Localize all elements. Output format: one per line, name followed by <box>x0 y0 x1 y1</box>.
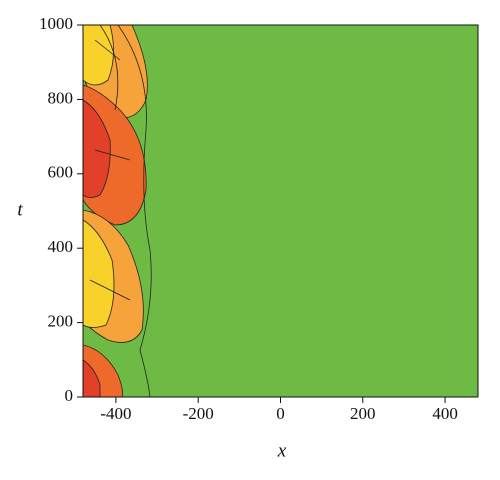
y-tick-label: 0 <box>65 386 74 405</box>
contour-region <box>83 359 101 397</box>
contour-line <box>117 25 152 397</box>
x-tick-label: 200 <box>350 404 376 423</box>
y-tick-label: 200 <box>48 312 74 331</box>
x-tick-label: 0 <box>276 404 285 423</box>
plot-background <box>83 25 478 397</box>
x-axis-label: x <box>277 440 287 461</box>
y-tick-label: 600 <box>48 163 74 182</box>
contour-region <box>83 219 115 328</box>
x-tick-label: -400 <box>100 404 131 423</box>
y-tick-label: 400 <box>48 237 74 256</box>
x-tick-label: 400 <box>432 404 458 423</box>
y-tick-label: 1000 <box>39 14 73 33</box>
contour-region <box>83 25 114 86</box>
contour-region <box>83 99 111 198</box>
x-tick-label: -200 <box>183 404 214 423</box>
y-tick-label: 800 <box>48 88 74 107</box>
contour-line <box>89 25 131 301</box>
contour-regions <box>83 25 152 397</box>
y-axis-label: t <box>17 199 23 220</box>
